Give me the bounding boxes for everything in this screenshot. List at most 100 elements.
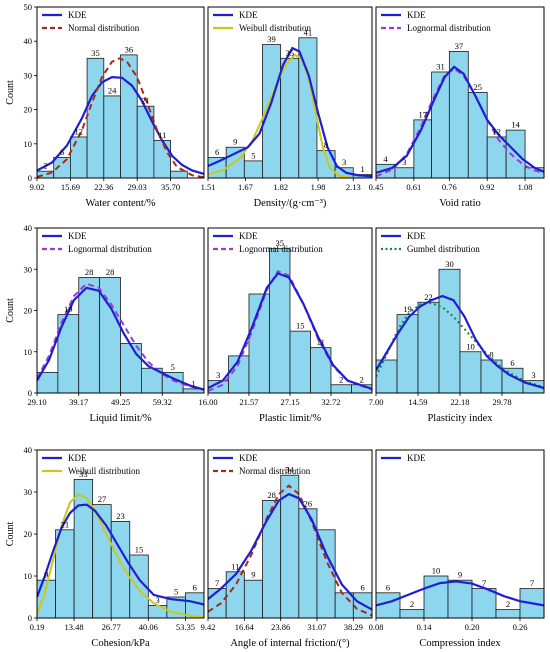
bar-value-label: 30 (445, 259, 454, 269)
histogram-bar (185, 592, 205, 619)
y-tick-label: 0 (28, 173, 32, 183)
bar-value-label: 6 (510, 358, 514, 368)
bar-value-label: 1 (361, 164, 365, 174)
x-tick-label: 49.25 (111, 397, 130, 407)
bar-value-label: 19 (64, 304, 73, 314)
x-tick-label: 0.20 (465, 622, 480, 632)
bar-value-label: 2 (360, 374, 364, 384)
histogram-panel: 6 9 5 39 35 41 8 3 1 1.51 1.67 1.82 1.98 2.13 Density/… (201, 6, 373, 209)
y-tick-label: 30 (24, 264, 33, 274)
bar-value-label: 3 (342, 157, 346, 167)
bar-value-label: 25 (473, 82, 482, 92)
x-tick-label: 23.86 (271, 622, 290, 632)
y-tick-label: 40 (24, 223, 33, 233)
x-tick-label: 2.13 (346, 182, 361, 192)
y-tick-label: 0 (28, 613, 32, 623)
histogram-bar (86, 57, 105, 179)
bar-value-label: 10 (466, 341, 475, 351)
x-tick-label: 0.08 (369, 622, 384, 632)
histogram-bar (207, 157, 227, 179)
x-tick-label: 0.45 (369, 182, 384, 192)
legend-label: KDE (68, 453, 87, 463)
bar-value-label: 3 (402, 157, 406, 167)
x-tick-label: 1.08 (518, 182, 533, 192)
histogram-bar (495, 609, 521, 619)
plot-frame (375, 449, 545, 619)
x-tick-label: 0.26 (513, 622, 528, 632)
x-tick-label: 14.59 (408, 397, 427, 407)
histogram-bar (243, 579, 263, 619)
x-tick-label: 26.77 (102, 622, 121, 632)
histogram-bar (280, 57, 300, 179)
x-tick-label: 29.10 (27, 397, 46, 407)
bar-value-label: 28 (267, 490, 276, 500)
x-axis-label: Cohesion/kPa (91, 638, 150, 649)
bar-value-label: 6 (361, 582, 365, 592)
legend-label: KDE (239, 453, 258, 463)
bar-value-label: 2 (43, 161, 47, 171)
histogram-bar (480, 359, 503, 394)
y-axis-label: Count (5, 298, 16, 323)
bar-value-label: 2 (410, 599, 414, 609)
y-tick-label: 40 (24, 445, 33, 455)
y-tick-label: 10 (24, 347, 33, 357)
bar-value-label: 36 (125, 44, 134, 54)
bar-value-label: 15 (135, 545, 144, 555)
plot-frame (207, 449, 373, 619)
histogram-bar (505, 129, 526, 179)
legend-label: Normal distribution (68, 23, 140, 33)
histogram-bar (73, 478, 94, 619)
curve-kde (376, 294, 544, 390)
bar-value-label: 5 (171, 362, 175, 372)
x-axis-label: Liquid limit/% (89, 413, 151, 424)
curve-kde (208, 46, 372, 178)
bar-value-label: 6 (386, 582, 390, 592)
legend-label: Weibull distribution (68, 466, 141, 476)
bar-value-label: 22 (424, 292, 433, 302)
histogram-bar (243, 160, 263, 179)
bar-value-label: 2 (339, 374, 343, 384)
bar-value-label: 7 (215, 578, 219, 588)
bar-value-label: 21 (61, 519, 70, 529)
bar-value-label: 10 (432, 566, 441, 576)
histogram-bar (225, 571, 245, 619)
x-tick-label: 16.00 (198, 397, 217, 407)
histogram-bar (262, 499, 282, 619)
curve-normal-distribution (37, 57, 204, 178)
histogram-bar (438, 268, 461, 394)
curve-kde (37, 286, 204, 391)
bar-value-label: 8 (489, 350, 493, 360)
x-tick-label: 0.14 (417, 622, 433, 632)
bar-value-label: 12 (75, 126, 84, 136)
plot-frame (36, 6, 205, 179)
bar-value-label: 5 (251, 150, 255, 160)
curve-lognormal-distribution (376, 67, 544, 178)
bar-value-label: 9 (458, 570, 462, 580)
x-tick-label: 27.15 (280, 397, 299, 407)
histogram-bar (78, 277, 101, 394)
plot-frame (207, 6, 373, 179)
x-tick-label: 13.48 (65, 622, 84, 632)
x-tick-label: 35.70 (161, 182, 180, 192)
x-tick-label: 29.03 (128, 182, 147, 192)
curve-normal-distribution (208, 484, 372, 617)
x-tick-label: 0.19 (30, 622, 45, 632)
x-axis-label: Angle of internal friction/(°) (230, 638, 350, 649)
curve-kde (376, 65, 544, 174)
x-tick-label: 39.17 (69, 397, 88, 407)
x-tick-label: 1.51 (201, 182, 216, 192)
legend-label: Lognormal distribution (239, 244, 323, 254)
legend-label: Lognormal distribution (68, 244, 152, 254)
x-tick-label: 0.76 (442, 182, 457, 192)
x-axis-label: Plasticity index (427, 413, 493, 424)
bar-value-label: 9 (233, 137, 237, 147)
histogram-panel: 4 3 17 31 37 25 12 14 0.45 0.61 0.76 0.92 1.08 Void r… (369, 6, 545, 209)
curve-kde (376, 580, 544, 607)
histogram-bar (486, 136, 507, 179)
legend-label: Lognormal distribution (407, 23, 491, 33)
histogram-panel: 19 28 28 5 1 29.10 39.17 49.25 59.32 0 10 20 30 40 Liq… (5, 223, 205, 424)
x-tick-label: 59.32 (153, 397, 172, 407)
x-axis-label: Plastic limit/% (259, 413, 321, 424)
y-tick-label: 30 (24, 487, 33, 497)
